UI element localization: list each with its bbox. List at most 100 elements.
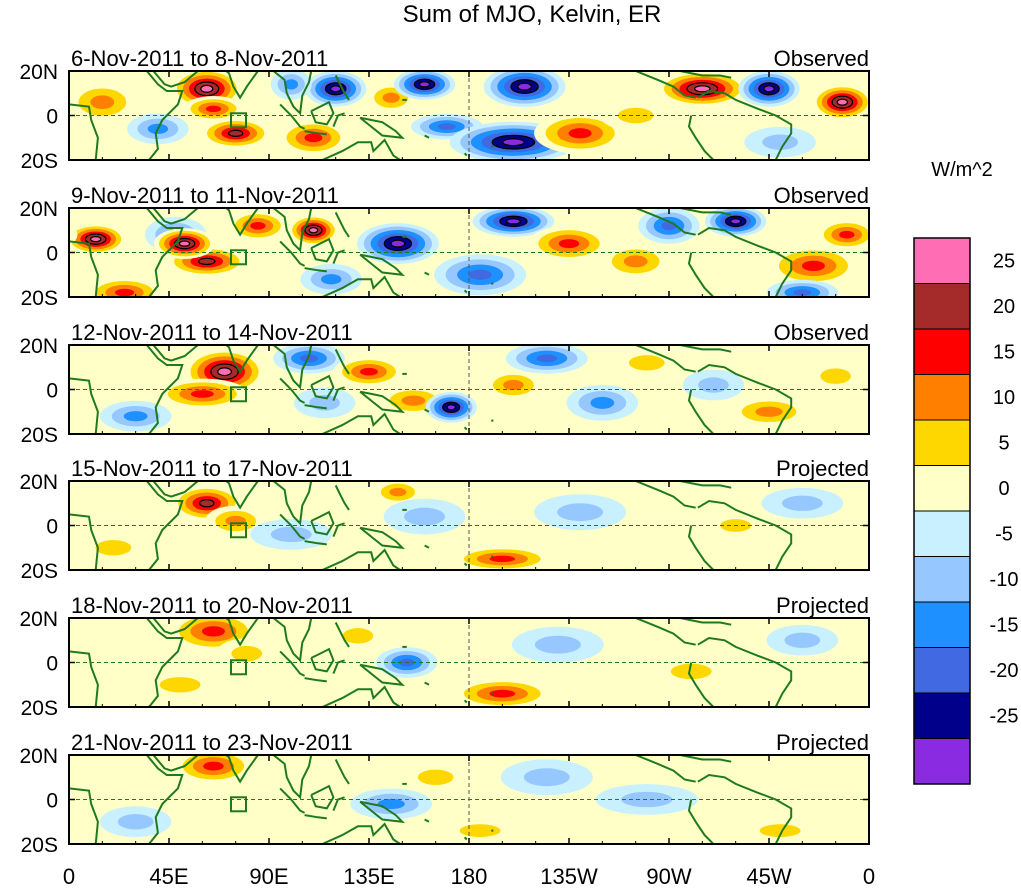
panel-date-range: 6-Nov-2011 to 8-Nov-2011 <box>71 46 328 71</box>
y-tick-label: 20N <box>19 745 58 768</box>
panel-kind-label: Observed <box>774 320 869 345</box>
colorbar-swatch <box>913 283 971 330</box>
coastline <box>424 134 430 139</box>
panel-kind-label: Projected <box>776 456 869 481</box>
y-tick-label: 0 <box>46 653 58 676</box>
coastline <box>687 662 715 707</box>
coastline <box>321 822 401 844</box>
anomaly-contour <box>468 269 492 280</box>
coastline <box>463 699 468 704</box>
x-tick-label: 45E <box>149 864 188 889</box>
colorbar-swatch <box>913 510 971 557</box>
colorbar-label: 0 <box>998 478 1009 500</box>
anomaly-contour <box>568 128 592 139</box>
coastline <box>69 787 99 844</box>
anomaly-contour <box>517 82 532 91</box>
anomaly-contour <box>123 411 148 422</box>
x-tick-label: 180 <box>451 864 488 889</box>
panel-field <box>69 618 869 707</box>
coastline <box>359 390 406 414</box>
anomaly-contour <box>377 798 405 810</box>
anomaly-contour <box>225 515 246 527</box>
coastline <box>279 240 306 267</box>
coastline <box>635 481 696 509</box>
y-tick-label: 20N <box>19 335 58 358</box>
anomaly-contour <box>90 95 115 109</box>
coastline <box>321 138 401 160</box>
coastline <box>679 755 732 763</box>
coastline <box>146 755 184 844</box>
coastline <box>304 267 327 273</box>
anomaly-contour <box>489 689 516 698</box>
anomaly-contour <box>389 487 407 497</box>
coastline <box>334 622 350 648</box>
coastline <box>152 71 199 88</box>
coastline <box>279 377 306 404</box>
y-tick-label: 20S <box>21 834 58 857</box>
colorbar-label: -10 <box>990 569 1019 591</box>
coastline <box>321 412 401 434</box>
panel-kind-label: Observed <box>774 46 869 71</box>
y-tick-label: 20S <box>21 424 58 447</box>
anomaly-contour <box>698 377 729 393</box>
anomaly-contour <box>200 84 214 93</box>
coastline <box>334 484 350 511</box>
coastline <box>152 618 199 635</box>
panel-kind-label: Observed <box>774 183 869 208</box>
anomaly-contour <box>89 235 102 243</box>
anomaly-contour <box>418 81 431 88</box>
x-tick-label: 135W <box>540 864 598 889</box>
reference-box <box>230 386 247 403</box>
coastline <box>69 377 99 434</box>
panel-kind-label: Projected <box>776 730 869 755</box>
anomaly-contour <box>205 105 222 113</box>
coastline <box>310 784 335 810</box>
anomaly-contour <box>401 395 426 406</box>
anomaly-contour <box>382 92 400 103</box>
coastline <box>687 389 715 434</box>
colorbar-label: 25 <box>993 251 1015 273</box>
anomaly-contour <box>557 503 604 522</box>
anomaly-contour <box>203 761 224 771</box>
coastline <box>279 513 306 540</box>
chart-title: Sum of MJO, Kelvin, ER <box>403 1 662 28</box>
coastline <box>359 800 406 824</box>
coastline <box>224 71 260 100</box>
coastline <box>679 345 732 353</box>
anomaly-contour <box>227 129 244 137</box>
colorbar-swatch <box>913 328 971 375</box>
colorbar: 25 20 15 10 5 0 -5 -10 -15 -20 -25 <box>913 237 1019 785</box>
coastline <box>304 677 327 683</box>
coastline <box>304 540 327 546</box>
anomaly-contour <box>159 677 201 693</box>
anomaly-contour <box>866 94 869 110</box>
x-tick-label: 90W <box>646 864 691 889</box>
coastline <box>69 103 99 160</box>
colorbar-swatch <box>913 647 971 694</box>
anomaly-contour <box>617 107 654 124</box>
coastline <box>279 787 306 814</box>
coastline <box>359 116 406 140</box>
y-tick-label: 20S <box>21 287 58 310</box>
anomaly-contour <box>623 255 648 268</box>
coastline <box>463 836 468 841</box>
colorbar-swatch <box>913 556 971 603</box>
anomaly-contour <box>590 396 615 409</box>
coastline <box>635 755 696 783</box>
colorbar-label: 15 <box>993 342 1015 364</box>
reference-box <box>230 249 247 266</box>
colorbar-label: -15 <box>990 615 1019 637</box>
coastline <box>679 618 732 626</box>
anomaly-contour <box>199 499 215 508</box>
y-tick-label: 20S <box>21 150 58 173</box>
x-tick-label: 45W <box>746 864 791 889</box>
anomaly-contour <box>69 93 73 111</box>
panel-stack: 20N 0 20S 6-Nov-2011 to 8-Nov-2011 Observed 2… <box>19 46 870 857</box>
coastline <box>224 618 260 647</box>
panel-field <box>69 481 869 570</box>
anomaly-contour <box>201 626 225 637</box>
coastline <box>687 799 715 844</box>
anomaly-contour <box>755 406 783 417</box>
y-tick-label: 20S <box>21 560 58 583</box>
coastline <box>679 71 732 79</box>
